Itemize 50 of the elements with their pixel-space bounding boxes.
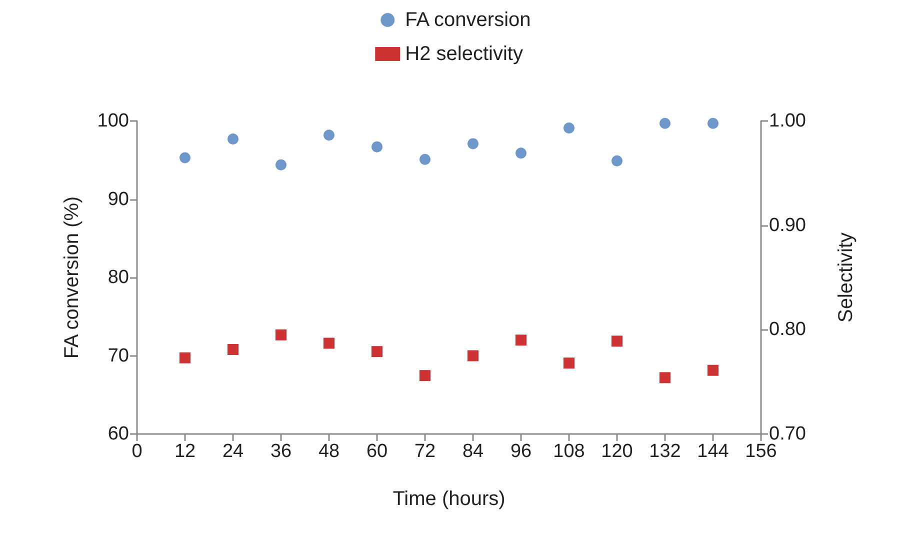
y2-tick-label: 1.00	[769, 110, 806, 132]
point	[228, 134, 238, 144]
x-tick-label: 36	[270, 441, 292, 462]
x-tick-label: 0	[132, 441, 142, 462]
point	[516, 148, 526, 159]
y-tick-label: 70	[108, 345, 129, 366]
y2-tick-label: 0.90	[769, 214, 806, 236]
point	[612, 155, 622, 166]
x-tick-label: 24	[222, 441, 244, 462]
x-tick-label: 12	[174, 441, 196, 462]
point	[180, 352, 190, 364]
point	[468, 350, 478, 362]
point	[228, 344, 238, 355]
point	[564, 358, 574, 369]
point	[420, 154, 430, 165]
point	[660, 372, 670, 384]
point	[612, 336, 622, 347]
legend-label: FA conversion	[405, 9, 531, 31]
x-tick-label: 60	[366, 441, 388, 462]
point	[516, 334, 526, 346]
point	[420, 370, 430, 382]
point	[180, 152, 190, 164]
point	[372, 346, 382, 358]
point	[372, 141, 382, 152]
x-axis-title: Time (hours)	[392, 488, 506, 510]
x-tick-label: 48	[318, 441, 340, 462]
point	[708, 118, 718, 129]
legend-label: H2 selectivity	[405, 43, 523, 65]
x-tick-label: 84	[462, 441, 484, 462]
point	[276, 329, 286, 340]
x-tick-label: 72	[414, 441, 436, 462]
point	[660, 118, 670, 129]
point	[324, 338, 334, 349]
point	[324, 130, 334, 141]
y-axis-title: FA conversion (%)	[61, 196, 83, 359]
x-tick-label: 108	[553, 441, 585, 462]
y-tick-label: 80	[108, 267, 129, 288]
x-tick-label: 132	[649, 441, 681, 462]
y2-tick-label: 0.80	[769, 319, 806, 340]
point	[564, 122, 574, 134]
point	[276, 159, 286, 170]
point	[708, 364, 718, 376]
x-tick-label: 96	[510, 441, 532, 462]
y-tick-label: 90	[108, 188, 129, 210]
y-tick-label: 100	[97, 110, 129, 132]
point	[468, 138, 478, 150]
x-tick-label: 120	[601, 441, 633, 462]
y2-axis-title: Selectivity	[835, 232, 857, 323]
x-tick-label: 144	[697, 441, 730, 462]
y-tick-label: 60	[108, 424, 129, 444]
